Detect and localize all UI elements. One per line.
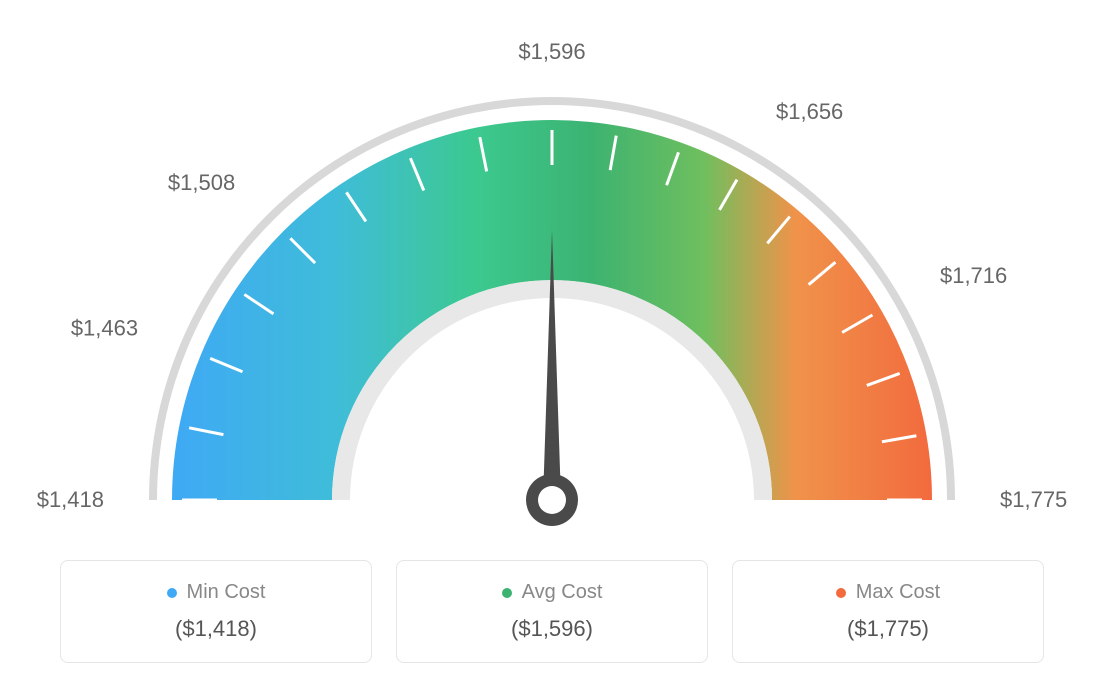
min-cost-value: ($1,418)	[85, 616, 347, 642]
stats-row: Min Cost ($1,418) Avg Cost ($1,596) Max …	[20, 560, 1084, 663]
min-cost-label: Min Cost	[187, 581, 266, 604]
max-label-row: Max Cost	[757, 581, 1019, 604]
gauge-tick-label: $1,418	[37, 487, 104, 512]
max-cost-card: Max Cost ($1,775)	[732, 560, 1044, 663]
gauge-tick-label: $1,775	[1000, 487, 1067, 512]
min-cost-card: Min Cost ($1,418)	[60, 560, 372, 663]
gauge-tick-label: $1,463	[71, 316, 138, 341]
gauge-tick-label: $1,656	[776, 99, 843, 124]
gauge-svg: $1,418 $1,463 $1,508 $1,596 $1,656 $1,716 $1,7…	[20, 20, 1084, 550]
max-cost-label: Max Cost	[856, 581, 940, 604]
gauge-wrapper: $1,418 $1,463 $1,508 $1,596 $1,656 $1,716 $1,7…	[20, 20, 1084, 550]
avg-cost-label: Avg Cost	[522, 581, 603, 604]
max-cost-value: ($1,775)	[757, 616, 1019, 642]
avg-cost-card: Avg Cost ($1,596)	[396, 560, 708, 663]
gauge-pivot-inner	[538, 486, 566, 514]
gauge-tick-label: $1,508	[168, 170, 235, 195]
gauge-chart-container: $1,418 $1,463 $1,508 $1,596 $1,656 $1,716 $1,7…	[0, 0, 1104, 690]
max-dot-icon	[836, 588, 846, 598]
gauge-tick-label: $1,596	[518, 39, 585, 64]
min-dot-icon	[167, 588, 177, 598]
avg-label-row: Avg Cost	[421, 581, 683, 604]
avg-dot-icon	[502, 588, 512, 598]
gauge-tick-label: $1,716	[940, 263, 1007, 288]
avg-cost-value: ($1,596)	[421, 616, 683, 642]
min-label-row: Min Cost	[85, 581, 347, 604]
